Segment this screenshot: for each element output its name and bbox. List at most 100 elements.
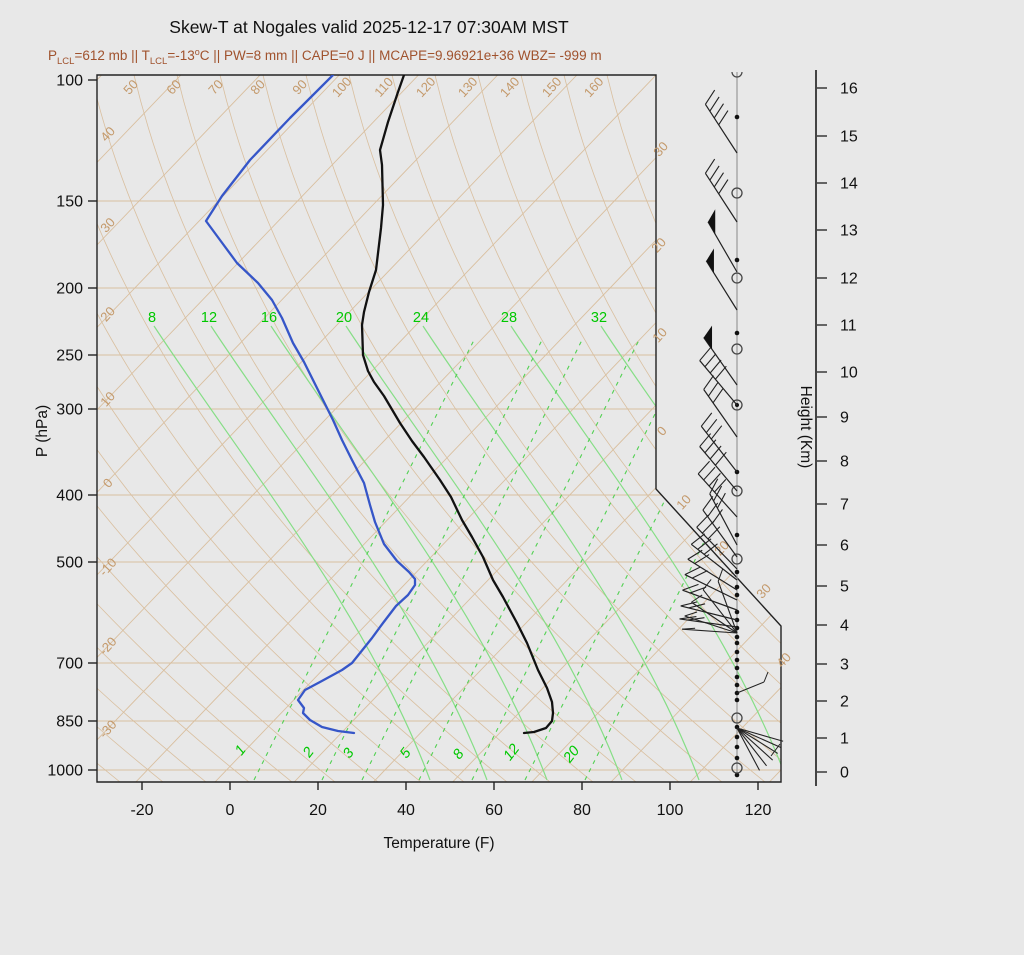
wind-barb-stroke	[699, 433, 712, 447]
wind-barb-stroke	[691, 601, 738, 634]
height-tick-label: 5	[840, 579, 849, 596]
dry-adiabat-line	[97, 75, 336, 782]
wind-level-dot	[734, 682, 740, 688]
mixing-ratio-label: 20	[560, 743, 583, 766]
wind-barb-stroke	[736, 727, 767, 767]
moist-adiabat-line	[600, 325, 781, 781]
mixing-ratio-label: 2	[299, 744, 317, 761]
dry-adiabat-line	[97, 75, 121, 782]
pressure-tick-label: 400	[56, 488, 83, 505]
chart-title: Skew-T at Nogales valid 2025-12-17 07:30…	[169, 17, 569, 37]
mixing-ratio-line	[471, 339, 693, 781]
wind-barb-stroke	[682, 628, 738, 634]
adiabat-label-top: 150	[539, 74, 565, 100]
wind-top-cap	[731, 71, 743, 78]
wind-level-dot	[734, 114, 740, 120]
isotherm-line	[97, 75, 340, 782]
wind-barb-stroke	[705, 418, 718, 434]
dry-adiabat-line	[97, 75, 508, 782]
wind-level-dot	[734, 569, 740, 575]
moist-adiabat-label: 28	[501, 310, 517, 326]
wind-barb-stroke	[684, 566, 701, 576]
wind-barb-stroke	[714, 451, 727, 466]
wind-barb-stroke	[709, 96, 720, 112]
dry-adiabat-line	[97, 75, 422, 782]
adiabat-label-top: 100	[329, 74, 355, 100]
mixing-ratio-label: 5	[397, 745, 415, 762]
height-tick-label: 15	[840, 129, 858, 146]
wind-level-dot	[734, 649, 740, 655]
adiabat-label-top: 130	[455, 74, 481, 100]
dry-adiabat-line	[97, 75, 465, 782]
wind-barb-stroke	[691, 594, 703, 603]
dry-adiabat-line	[434, 75, 781, 782]
moist-adiabat-line	[153, 325, 431, 781]
isotherm-line	[531, 75, 781, 782]
x-axis-title: Temperature (F)	[383, 835, 494, 852]
dry-adiabat-line	[97, 75, 164, 782]
moist-adiabat-line	[345, 325, 623, 781]
temperature-tick-label: -20	[130, 802, 153, 819]
temperature-tick-label: 60	[485, 802, 503, 819]
mixing-ratio-label: 8	[450, 746, 468, 762]
wind-barb-stroke	[690, 533, 706, 545]
dry-adiabat-line	[305, 75, 781, 782]
wind-level-dot	[734, 755, 740, 761]
mixing-ratio-line	[361, 339, 583, 781]
dry-adiabat-line	[391, 75, 781, 782]
pressure-tick-label: 200	[56, 281, 83, 298]
height-tick-label: 10	[840, 365, 858, 382]
dry-adiabat-line	[0, 75, 34, 782]
temperature-tick-label: 120	[745, 802, 772, 819]
pressure-tick-label: 250	[56, 348, 83, 365]
wind-barb-stroke	[703, 375, 714, 390]
wind-level-dot	[734, 744, 740, 750]
wind-barb-stroke	[702, 589, 738, 634]
wind-barb-stroke	[712, 388, 724, 404]
wind-barb-stroke	[707, 502, 719, 517]
wind-barb-stroke	[704, 104, 738, 154]
wind-barb-stroke	[718, 110, 729, 126]
wind-barb-stroke	[684, 574, 738, 601]
isotherm-line	[97, 75, 261, 782]
isotherm-line	[97, 75, 736, 782]
isotherm-line	[452, 75, 781, 782]
adiabat-label-left: 40	[97, 124, 118, 145]
wind-barb-stroke	[770, 743, 781, 757]
wind-barb-stroke	[691, 570, 708, 579]
isotherm-line	[97, 75, 578, 782]
moist-adiabat-line	[210, 325, 488, 781]
adiabat-label-top: 60	[163, 77, 184, 98]
wind-level-dot	[734, 734, 740, 740]
wind-barb-stroke	[716, 492, 726, 509]
wind-barb-stroke	[704, 158, 716, 174]
mixing-ratio-label: 12	[501, 741, 524, 764]
temperature-tick-label: 40	[397, 802, 415, 819]
wind-level-dot	[734, 532, 740, 538]
wind-level-circle	[731, 272, 743, 284]
adiabat-label-left: 0	[100, 475, 116, 490]
mixing-ratio-line	[524, 339, 746, 781]
wind-barb-stroke	[709, 445, 722, 460]
pressure-tick-label: 700	[56, 656, 83, 673]
wind-barb-stroke	[714, 365, 727, 380]
wind-barb-stroke	[700, 412, 713, 427]
dry-adiabat-line	[176, 75, 680, 782]
wind-barb-stroke	[690, 543, 738, 581]
height-tick-label: 1	[840, 731, 849, 748]
wind-level-dot-circle	[731, 399, 743, 411]
wind-barb-stroke	[701, 520, 715, 534]
moist-adiabat-line	[510, 325, 781, 781]
adiabat-label-top: 120	[413, 74, 439, 100]
wind-level-dot	[734, 609, 740, 615]
temperature-tick-label: 0	[226, 802, 235, 819]
dry-adiabat-line	[97, 75, 594, 782]
wind-barb-stroke	[763, 671, 769, 683]
pressure-tick-label: 150	[56, 194, 83, 211]
mixing-ratio-line	[418, 339, 640, 781]
wind-barb-stroke	[682, 627, 696, 630]
wind-barb-stroke	[680, 601, 698, 607]
dry-adiabat-line	[97, 75, 551, 782]
wind-barb-stroke	[684, 615, 738, 634]
